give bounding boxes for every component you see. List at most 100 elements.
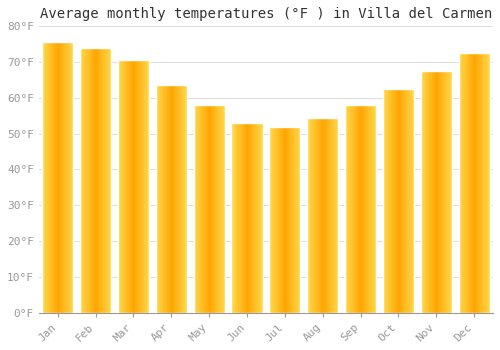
Bar: [53, 42, 54, 313]
Bar: [369, 105, 370, 313]
Bar: [422, 71, 423, 313]
Bar: [282, 126, 284, 313]
Bar: [122, 60, 124, 313]
Bar: [360, 105, 362, 313]
Bar: [92, 48, 94, 313]
Bar: [288, 126, 290, 313]
Bar: [364, 105, 365, 313]
Bar: [326, 118, 328, 313]
Bar: [168, 85, 169, 313]
Bar: [356, 105, 358, 313]
Bar: [388, 89, 389, 313]
Bar: [436, 71, 437, 313]
Bar: [141, 60, 142, 313]
Bar: [175, 85, 176, 313]
Bar: [82, 48, 83, 313]
Bar: [462, 53, 464, 313]
Bar: [426, 71, 427, 313]
Bar: [134, 60, 135, 313]
Bar: [56, 42, 57, 313]
Bar: [238, 123, 239, 313]
Bar: [257, 123, 258, 313]
Bar: [421, 71, 452, 313]
Bar: [80, 48, 111, 313]
Bar: [484, 53, 485, 313]
Bar: [127, 60, 128, 313]
Bar: [247, 123, 248, 313]
Bar: [222, 105, 223, 313]
Bar: [165, 85, 166, 313]
Bar: [166, 85, 168, 313]
Bar: [349, 105, 350, 313]
Bar: [46, 42, 47, 313]
Bar: [284, 126, 285, 313]
Bar: [481, 53, 482, 313]
Bar: [221, 105, 222, 313]
Bar: [206, 105, 207, 313]
Bar: [334, 118, 335, 313]
Bar: [480, 53, 481, 313]
Bar: [270, 126, 300, 313]
Bar: [296, 126, 298, 313]
Bar: [355, 105, 356, 313]
Bar: [184, 85, 186, 313]
Bar: [276, 126, 277, 313]
Bar: [281, 126, 282, 313]
Bar: [236, 123, 237, 313]
Bar: [162, 85, 163, 313]
Bar: [440, 71, 441, 313]
Bar: [307, 118, 338, 313]
Bar: [404, 89, 406, 313]
Bar: [271, 126, 272, 313]
Bar: [169, 85, 170, 313]
Bar: [468, 53, 469, 313]
Bar: [118, 60, 149, 313]
Bar: [86, 48, 87, 313]
Bar: [383, 89, 414, 313]
Bar: [248, 123, 250, 313]
Bar: [81, 48, 82, 313]
Bar: [458, 53, 460, 313]
Bar: [393, 89, 394, 313]
Bar: [408, 89, 410, 313]
Bar: [345, 105, 346, 313]
Bar: [220, 105, 221, 313]
Bar: [328, 118, 329, 313]
Bar: [98, 48, 100, 313]
Bar: [71, 42, 72, 313]
Bar: [178, 85, 179, 313]
Bar: [412, 89, 413, 313]
Bar: [392, 89, 393, 313]
Bar: [243, 123, 244, 313]
Bar: [108, 48, 109, 313]
Bar: [277, 126, 278, 313]
Bar: [164, 85, 165, 313]
Bar: [448, 71, 450, 313]
Bar: [160, 85, 161, 313]
Bar: [158, 85, 159, 313]
Bar: [96, 48, 97, 313]
Bar: [156, 85, 158, 313]
Bar: [318, 118, 319, 313]
Bar: [94, 48, 95, 313]
Bar: [58, 42, 59, 313]
Bar: [475, 53, 476, 313]
Bar: [350, 105, 352, 313]
Bar: [398, 89, 399, 313]
Bar: [324, 118, 325, 313]
Bar: [332, 118, 333, 313]
Bar: [411, 89, 412, 313]
Bar: [362, 105, 363, 313]
Bar: [232, 123, 262, 313]
Bar: [163, 85, 164, 313]
Bar: [427, 71, 428, 313]
Bar: [311, 118, 312, 313]
Bar: [402, 89, 403, 313]
Bar: [101, 48, 102, 313]
Bar: [237, 123, 238, 313]
Bar: [146, 60, 148, 313]
Bar: [129, 60, 130, 313]
Bar: [479, 53, 480, 313]
Bar: [97, 48, 98, 313]
Bar: [260, 123, 261, 313]
